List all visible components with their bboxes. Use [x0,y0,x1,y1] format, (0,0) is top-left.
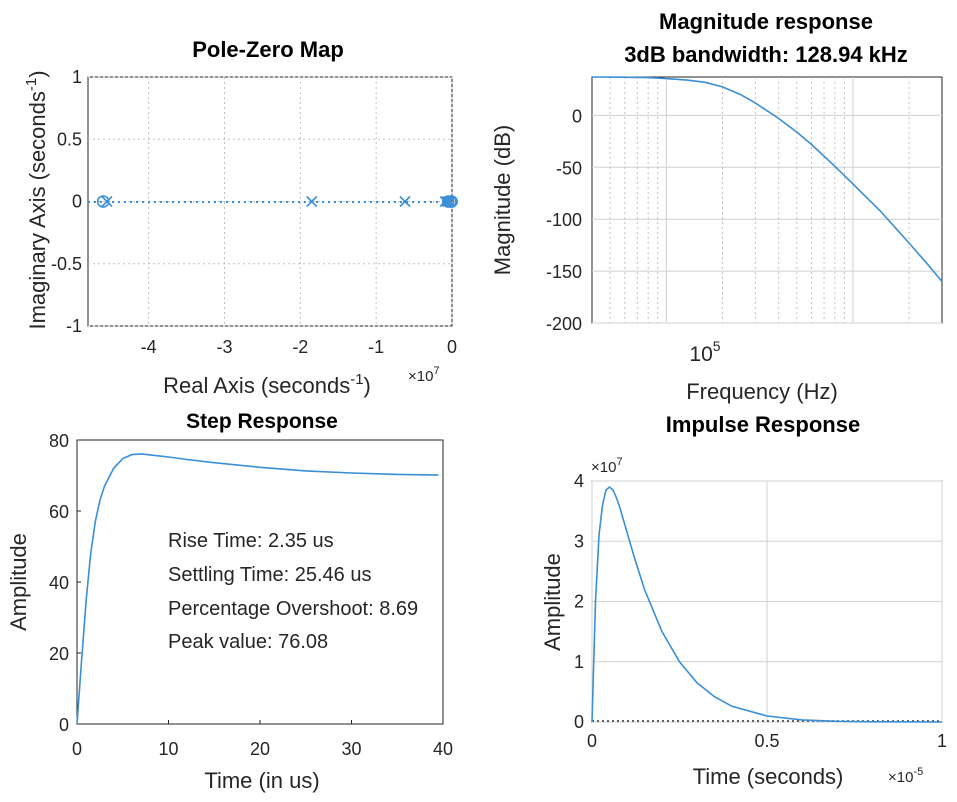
impulse-x-label: Time (seconds) [693,764,844,789]
step-x-ticks: 0 10 20 30 40 [72,720,453,759]
pz-grid [88,76,453,327]
impulse-x-exponent-base: ×10 [888,769,913,786]
step-title: Step Response [186,410,338,433]
mag-y-tick-label: -100 [546,210,582,230]
impulse-curve [591,485,943,723]
pz-x-tick-label: -1 [368,337,384,357]
impulse-y-exponent-base: ×10 [591,459,616,476]
step-y-tick-label: 20 [49,644,69,664]
impulse-y-tick-label: 2 [574,592,584,612]
zero-marker [96,195,110,208]
pz-y-tick-label: -0.5 [51,254,82,274]
pz-y-tick-label: 1 [72,67,82,87]
pz-x-exponent-power: 7 [433,365,439,377]
pz-y-label: Imaginary Axis (seconds-1) [23,70,50,329]
pz-x-tick-label: -2 [292,337,308,357]
pz-y-label-text: Imaginary Axis (seconds [25,91,50,329]
pz-y-label-sup: -1 [23,78,40,91]
impulse-x-exponent: ×10-5 [888,766,923,786]
step-x-label: Time (in us) [204,768,319,793]
step-x-tick-label: 30 [341,739,361,759]
pz-x-exponent-base: ×10 [408,368,433,385]
step-x-tick-label: 40 [433,739,453,759]
impulse-y-ticks: 4 3 2 1 0 [574,471,584,732]
impulse-y-exponent-power: 7 [616,456,622,468]
pz-markers [96,195,458,208]
impulse-x-tick-label: 0 [587,731,597,751]
pz-x-tick-label: 0 [447,337,457,357]
step-y-tick-label: 40 [49,573,69,593]
pole-marker [306,195,318,208]
step-rise-time: Rise Time: 2.35 us [168,530,334,552]
mag-x-tick: 105 [689,338,720,366]
pz-x-exponent: ×107 [408,365,440,385]
pz-y-tick-label: 0 [72,192,82,212]
step-x-tick-label: 20 [250,739,270,759]
pole-marker [399,195,411,208]
pz-x-label: Real Axis (seconds-1) [163,371,371,398]
step-settling-time: Settling Time: 25.46 us [168,564,371,586]
magnitude-response: Magnitude response 3dB bandwidth: 128.94… [490,9,943,404]
step-y-tick-label: 60 [49,502,69,522]
mag-y-tick-label: -50 [556,158,582,178]
step-response: Step Response 80 60 40 20 0 0 10 20 30 40 Rise T… [6,410,453,793]
impulse-y-exponent: ×107 [591,456,623,476]
impulse-x-exponent-power: -5 [913,766,923,778]
pz-x-label-text: Real Axis (seconds [163,373,350,398]
mag-x-tick-base: 10 [689,343,712,366]
pz-y-tick-label: -1 [66,316,82,336]
step-y-ticks: 80 60 40 20 0 [49,431,81,735]
pz-x-label-close: ) [364,373,371,398]
mag-title-line1: Magnitude response [659,9,873,34]
step-overshoot: Percentage Overshoot: 8.69 [168,598,418,620]
impulse-x-ticks: 0 0.5 1 [587,731,947,751]
pz-y-ticks: 1 0.5 0 -0.5 -1 [51,67,82,336]
pole-zero-map: Pole-Zero Map 1 0.5 0 -0.5 -1 -4 -3 -2 -1 0 ×107… [23,37,458,398]
step-y-tick-label: 80 [49,431,69,451]
pz-y-label-close: ) [25,70,50,77]
step-annotations: Rise Time: 2.35 us Settling Time: 25.46 … [168,530,418,653]
pz-x-ticks: -4 -3 -2 -1 0 [141,337,457,357]
pole-marker [101,195,113,208]
mag-axes-box [591,76,943,324]
impulse-x-tick-label: 1 [937,731,947,751]
pz-y-tick-label: 0.5 [57,129,82,149]
pz-title: Pole-Zero Map [192,37,344,62]
impulse-y-tick-label: 3 [574,531,584,551]
impulse-y-label: Amplitude [540,553,565,651]
mag-y-tick-label: 0 [572,106,582,126]
impulse-x-tick-label: 0.5 [754,731,779,751]
mag-curve [591,76,943,283]
mag-y-tick-label: -150 [546,262,582,282]
pz-x-label-sup: -1 [350,371,363,388]
mag-x-label: Frequency (Hz) [686,379,838,404]
step-x-tick-label: 10 [158,739,178,759]
step-y-label: Amplitude [6,533,31,631]
mag-grid [592,77,942,324]
pz-x-tick-label: -4 [141,337,157,357]
impulse-y-tick-label: 1 [574,652,584,672]
step-curve [76,453,439,725]
step-peak-value: Peak value: 76.08 [168,631,328,653]
step-axes-box [76,439,444,725]
zero-marker [445,195,458,208]
step-x-tick-label: 0 [72,739,82,759]
impulse-y-tick-label: 0 [574,712,584,732]
mag-y-tick-label: -200 [546,314,582,334]
mag-x-tick-power: 5 [713,338,721,354]
mag-y-ticks: 0 -50 -100 -150 -200 [546,106,582,334]
pz-x-tick-label: -3 [216,337,232,357]
impulse-title: Impulse Response [666,412,860,437]
mag-title-line2: 3dB bandwidth: 128.94 kHz [624,42,908,67]
mag-y-label: Magnitude (dB) [490,125,515,275]
impulse-y-tick-label: 4 [574,471,584,491]
step-y-tick-label: 0 [59,715,69,735]
